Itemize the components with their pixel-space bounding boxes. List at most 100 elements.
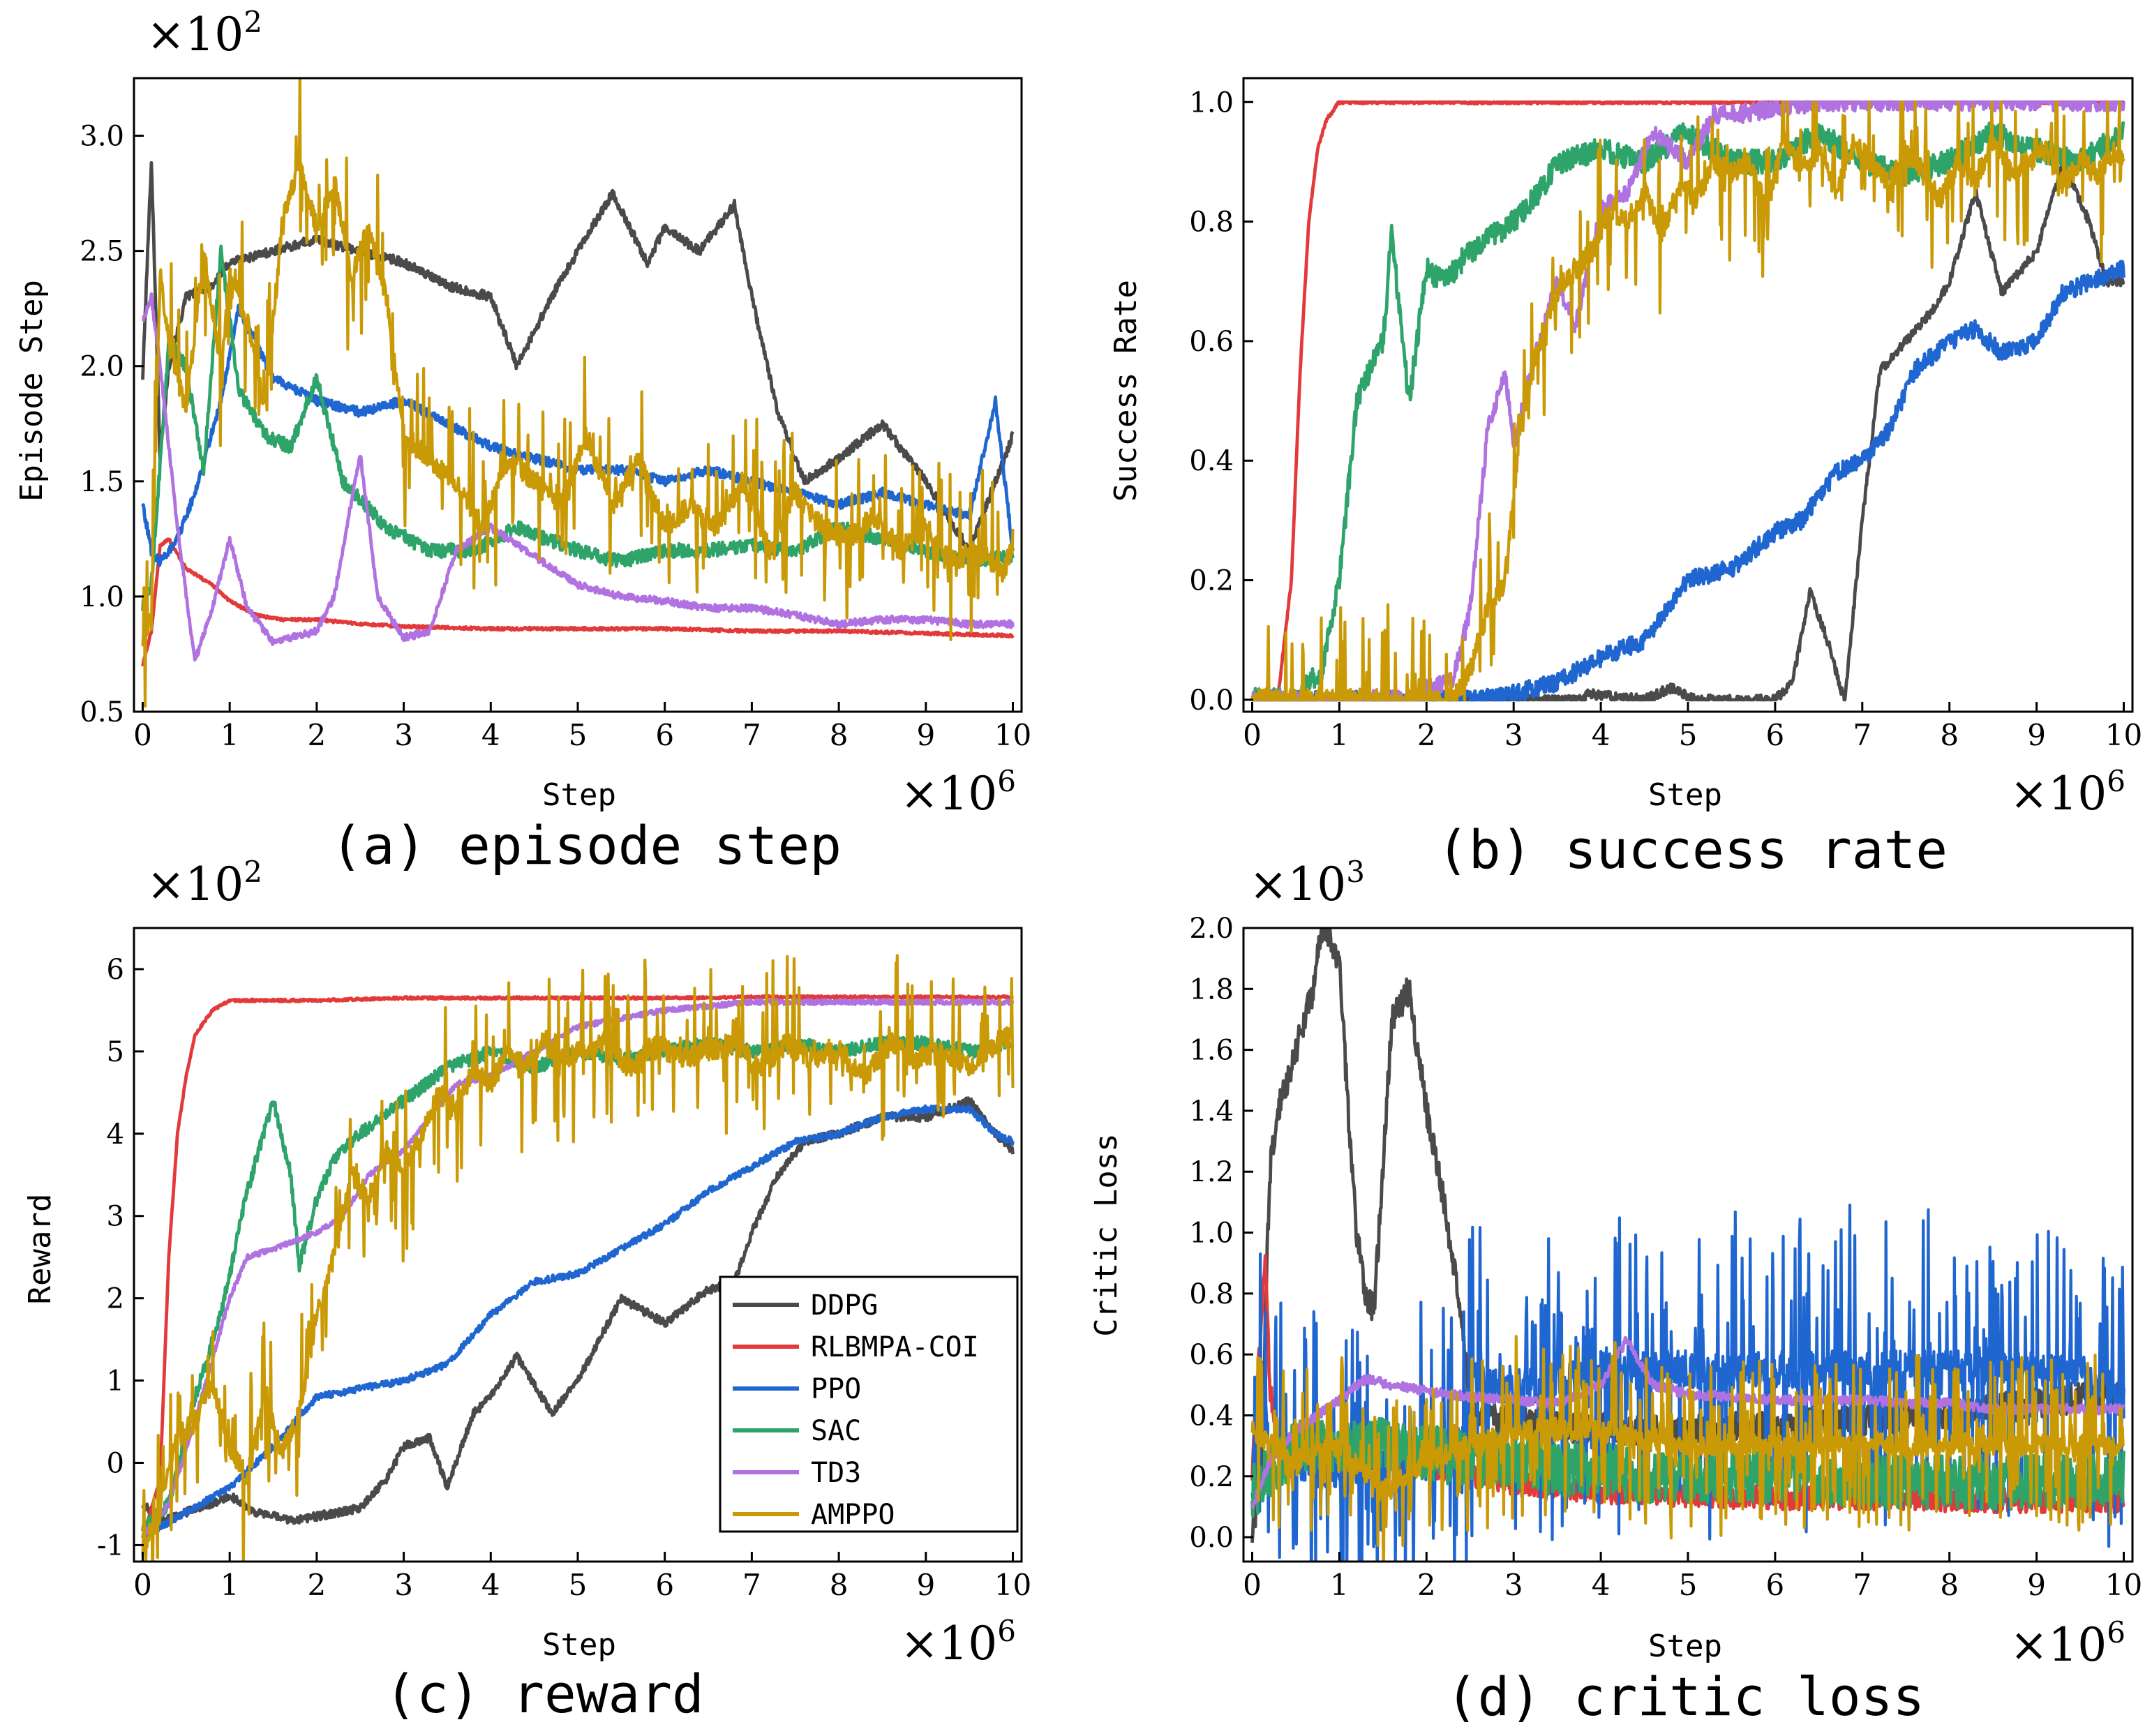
- y-tick-label-b: 0.8: [1189, 207, 1234, 239]
- y-axis-label-d: Critic Loss: [1089, 1133, 1124, 1336]
- x-axis-label-a: Step: [542, 777, 616, 813]
- y-tick-label-b: 0.6: [1189, 326, 1234, 358]
- y-tick-label-a: 1.5: [80, 466, 124, 498]
- caption-d: (d) critic loss: [1446, 1666, 1925, 1728]
- y-axis-label-c: Reward: [22, 1194, 58, 1305]
- x-multiplier-d: ×106: [2010, 1615, 2125, 1672]
- y-tick-label-d: 1.4: [1189, 1095, 1234, 1128]
- y-tick-label-b: 0.0: [1189, 684, 1234, 717]
- y-axis-label-b: Success Rate: [1108, 280, 1144, 502]
- series-line-ddpg-a: [141, 160, 1015, 554]
- y-tick-label-c: 3: [107, 1201, 124, 1233]
- y-multiplier-d: ×103: [1249, 855, 1365, 911]
- y-axis-label-a: Episode Step: [14, 280, 50, 502]
- y-tick-label-d: 1.2: [1189, 1156, 1234, 1188]
- y-tick-label-b: 0.4: [1189, 445, 1234, 477]
- x-tick-label-c: 3: [394, 1568, 413, 1602]
- legend: DDPG RLBMPA-COI PPO SAC TD3 AMPPO: [719, 1275, 1019, 1533]
- series-line-amppo-d: [1250, 1335, 2125, 1562]
- x-tick-label-b: 7: [1853, 718, 1871, 752]
- y-tick-label-c: -1: [97, 1529, 124, 1562]
- series-line-amppo-a: [141, 78, 1015, 708]
- y-tick-label-c: 1: [107, 1365, 124, 1398]
- series-line-td3-c: [141, 998, 1015, 1539]
- panel-episode-step: 0 1 2 3 4 5 6 7 8 9 10 0.5 1.0 1.5 2.0 2.5 3.0 ×102 ×106…: [14, 5, 1031, 876]
- y-tick-label-a: 3.0: [80, 121, 124, 153]
- x-axis-label-b: Step: [1648, 777, 1722, 813]
- x-tick-label-a: 2: [308, 718, 327, 752]
- y-tick-label-d: 0.0: [1189, 1522, 1234, 1554]
- y-tick-label-d: 0.4: [1189, 1400, 1234, 1432]
- x-tick-label-c: 8: [830, 1568, 849, 1602]
- series-line-td3-a: [141, 292, 1015, 662]
- x-tick-label-b: 8: [1940, 718, 1959, 752]
- y-tick-label-d: 0.6: [1189, 1339, 1234, 1371]
- y-tick-label-d: 2.0: [1189, 913, 1234, 945]
- x-tick-label-b: 1: [1330, 718, 1349, 752]
- x-tick-label-b: 2: [1417, 718, 1436, 752]
- panel-reward: 0 1 2 3 4 5 6 7 8 9 10 -1 0 1 2 3 4 5 6 ×102 ×106 Step Rew…: [22, 855, 1031, 1725]
- legend-box: [719, 1275, 1019, 1533]
- x-tick-label-d: 7: [1853, 1568, 1871, 1602]
- legend-label-sac: SAC: [811, 1415, 861, 1447]
- y-tick-label-b: 0.2: [1189, 565, 1234, 597]
- x-tick-label-a: 4: [481, 718, 500, 752]
- x-tick-label-c: 6: [655, 1568, 674, 1602]
- x-tick-label-b: 6: [1766, 718, 1785, 752]
- plot-area-d: 0 1 2 3 4 5 6 7 8 9 10 0.0 0.2 0.4 0.6 0.8 1.0 1.2 1.4 1.6 1…: [1189, 913, 2142, 1602]
- x-tick-label-b: 10: [2105, 718, 2142, 752]
- y-multiplier-c: ×102: [147, 855, 262, 911]
- y-tick-label-c: 5: [107, 1036, 124, 1068]
- x-axis-label-d: Step: [1648, 1629, 1722, 1664]
- series-line-td3-d: [1250, 1335, 2125, 1510]
- y-tick-label-b: 1.0: [1189, 87, 1234, 119]
- x-tick-label-c: 5: [569, 1568, 588, 1602]
- panel-critic-loss: 0 1 2 3 4 5 6 7 8 9 10 0.0 0.2 0.4 0.6 0.8 1.0 1.2 1.4 1.6 1…: [1089, 855, 2142, 1728]
- plot-area-a: 0 1 2 3 4 5 6 7 8 9 10 0.5 1.0 1.5 2.0 2.5 3.0: [80, 77, 1031, 752]
- x-tick-label-a: 6: [655, 718, 674, 752]
- x-tick-label-d: 0: [1243, 1568, 1262, 1602]
- x-tick-label-a: 8: [830, 718, 849, 752]
- y-tick-label-d: 1.8: [1189, 973, 1234, 1005]
- legend-label-amppo: AMPPO: [811, 1499, 895, 1531]
- x-tick-label-c: 0: [133, 1568, 152, 1602]
- x-tick-label-b: 4: [1592, 718, 1611, 752]
- caption-c: (c) reward: [384, 1663, 704, 1725]
- series-line-rlbmpa-coi-a: [141, 537, 1015, 667]
- y-multiplier-a: ×102: [147, 5, 262, 61]
- x-tick-label-d: 2: [1417, 1568, 1436, 1602]
- x-tick-label-b: 3: [1504, 718, 1523, 752]
- x-tick-label-d: 5: [1679, 1568, 1698, 1602]
- x-tick-label-a: 3: [394, 718, 413, 752]
- panel-success-rate: 0 1 2 3 4 5 6 7 8 9 10 0.0 0.2 0.4 0.6 0.8 1.0 ×106 Step…: [1108, 77, 2142, 881]
- y-tick-label-c: 2: [107, 1283, 124, 1315]
- legend-label-rlbmpa-coi: RLBMPA-COI: [811, 1331, 979, 1363]
- plot-area-c: 0 1 2 3 4 5 6 7 8 9 10 -1 0 1 2 3 4 5 6: [97, 927, 1031, 1602]
- series-line-amppo-b: [1250, 100, 2125, 702]
- y-tick-label-a: 2.0: [80, 351, 124, 383]
- x-multiplier-b: ×106: [2010, 764, 2125, 821]
- x-multiplier-a: ×106: [900, 764, 1016, 821]
- x-tick-label-a: 9: [916, 718, 935, 752]
- x-tick-label-b: 5: [1679, 718, 1698, 752]
- y-tick-label-d: 0.2: [1189, 1461, 1234, 1493]
- x-tick-label-c: 9: [916, 1568, 935, 1602]
- y-tick-label-d: 1.6: [1189, 1035, 1234, 1067]
- x-tick-label-d: 3: [1504, 1568, 1523, 1602]
- y-tick-label-c: 0: [107, 1447, 124, 1479]
- x-tick-label-b: 0: [1243, 718, 1262, 752]
- x-tick-label-d: 8: [1940, 1568, 1959, 1602]
- x-tick-label-c: 10: [994, 1568, 1031, 1602]
- caption-a: (a) episode step: [331, 814, 842, 876]
- series-line-rlbmpa-coi-c: [141, 994, 1014, 1538]
- x-tick-label-b: 9: [2027, 718, 2046, 752]
- x-tick-label-d: 4: [1592, 1568, 1611, 1602]
- x-tick-label-a: 1: [221, 718, 239, 752]
- series-line-ddpg-b: [1250, 155, 2125, 702]
- legend-label-ppo: PPO: [811, 1373, 861, 1405]
- x-tick-label-c: 7: [742, 1568, 761, 1602]
- x-tick-label-d: 9: [2027, 1568, 2046, 1602]
- x-tick-label-d: 6: [1766, 1568, 1785, 1602]
- x-tick-label-d: 1: [1330, 1568, 1349, 1602]
- x-tick-label-a: 0: [133, 718, 152, 752]
